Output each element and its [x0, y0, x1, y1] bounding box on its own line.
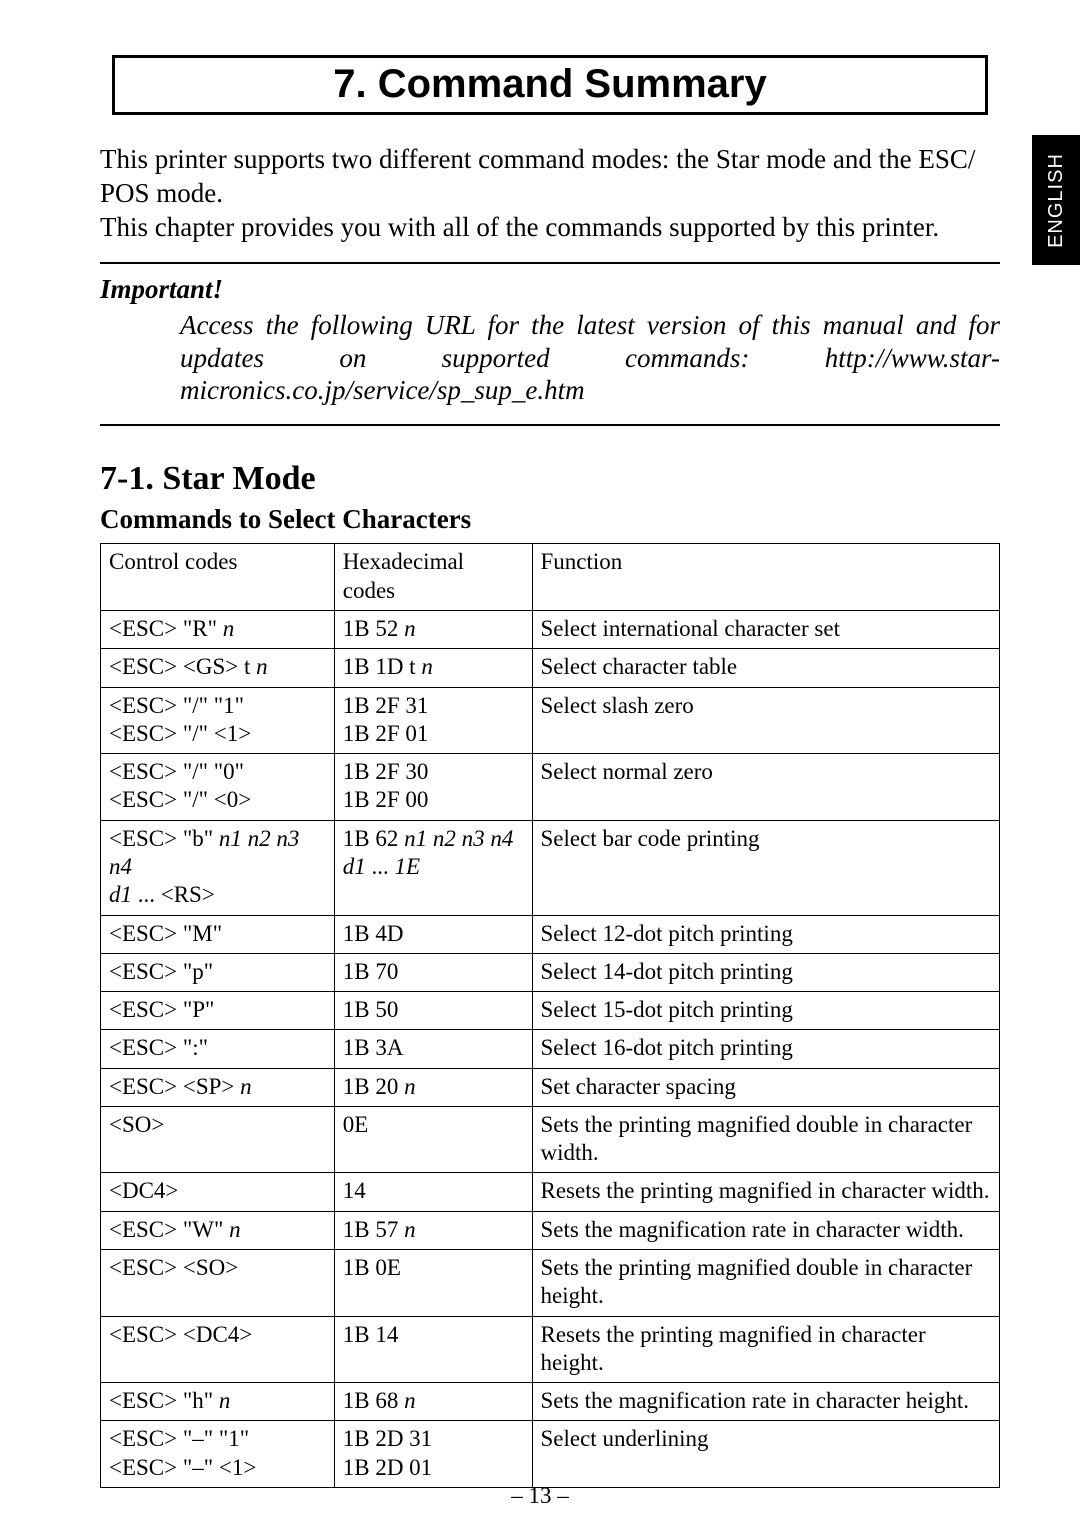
function-cell: Select 14-dot pitch printing — [532, 953, 1000, 991]
control-codes-cell: <ESC> "–" "1"<ESC> "–" <1> — [101, 1421, 335, 1488]
hex-codes-cell: 1B 0E — [334, 1250, 532, 1317]
table-header-row: Control codesHexadecimalcodesFunction — [101, 544, 1000, 611]
hex-codes-cell: 1B 62 n1 n2 n3 n4d1 ... 1E — [334, 820, 532, 915]
hex-codes-cell: 1B 2F 301B 2F 00 — [334, 754, 532, 821]
function-cell: Select character table — [532, 649, 1000, 687]
divider-bottom — [100, 424, 1000, 426]
table-header-cell: Hexadecimalcodes — [334, 544, 532, 611]
control-codes-cell: <DC4> — [101, 1173, 335, 1211]
page-number: – 13 – — [0, 1483, 1080, 1509]
table-header-cell: Control codes — [101, 544, 335, 611]
hex-codes-cell: 1B 20 n — [334, 1068, 532, 1106]
hex-codes-cell: 1B 57 n — [334, 1211, 532, 1249]
control-codes-cell: <ESC> "P" — [101, 992, 335, 1030]
hex-codes-cell: 1B 1D t n — [334, 649, 532, 687]
table-row: <DC4>14Resets the printing magnified in … — [101, 1173, 1000, 1211]
hex-codes-cell: 1B 2F 311B 2F 01 — [334, 687, 532, 754]
table-row: <ESC> "W" n1B 57 nSets the magnification… — [101, 1211, 1000, 1249]
hex-codes-cell: 14 — [334, 1173, 532, 1211]
table-row: <ESC> ":"1B 3ASelect 16-dot pitch printi… — [101, 1030, 1000, 1068]
function-cell: Select bar code printing — [532, 820, 1000, 915]
control-codes-cell: <SO> — [101, 1106, 335, 1173]
divider-top — [100, 262, 1000, 264]
important-label: Important! — [100, 274, 1000, 305]
table-row: <ESC> "M"1B 4DSelect 12-dot pitch printi… — [101, 915, 1000, 953]
table-row: <ESC> <GS> t n1B 1D t nSelect character … — [101, 649, 1000, 687]
hex-codes-cell: 1B 70 — [334, 953, 532, 991]
table-row: <SO>0ESets the printing magnified double… — [101, 1106, 1000, 1173]
table-row: <ESC> <SP> n1B 20 nSet character spacing — [101, 1068, 1000, 1106]
hex-codes-cell: 1B 3A — [334, 1030, 532, 1068]
function-cell: Set character spacing — [532, 1068, 1000, 1106]
hex-codes-cell: 1B 50 — [334, 992, 532, 1030]
control-codes-cell: <ESC> "W" n — [101, 1211, 335, 1249]
chapter-title-box: 7. Command Summary — [112, 55, 988, 115]
function-cell: Sets the magnification rate in character… — [532, 1211, 1000, 1249]
page: ENGLISH 7. Command Summary This printer … — [0, 0, 1080, 1529]
function-cell: Select international character set — [532, 610, 1000, 648]
control-codes-cell: <ESC> "p" — [101, 953, 335, 991]
table-row: <ESC> "b" n1 n2 n3 n4d1 ... <RS>1B 62 n1… — [101, 820, 1000, 915]
commands-table: Control codesHexadecimalcodesFunction<ES… — [100, 543, 1000, 1488]
hex-codes-cell: 1B 14 — [334, 1316, 532, 1383]
intro-paragraph: This printer supports two different comm… — [100, 143, 1000, 244]
intro-line-1: This printer supports two different comm… — [100, 144, 975, 174]
control-codes-cell: <ESC> "R" n — [101, 610, 335, 648]
control-codes-cell: <ESC> <GS> t n — [101, 649, 335, 687]
table-row: <ESC> "p"1B 70Select 14-dot pitch printi… — [101, 953, 1000, 991]
function-cell: Select slash zero — [532, 687, 1000, 754]
function-cell: Sets the printing magnified double in ch… — [532, 1106, 1000, 1173]
table-row: <ESC> <DC4>1B 14Resets the printing magn… — [101, 1316, 1000, 1383]
important-body: Access the following URL for the latest … — [180, 309, 1000, 406]
intro-line-2: POS mode. — [100, 178, 223, 208]
intro-line-3: This chapter provides you with all of th… — [100, 212, 939, 242]
table-row: <ESC> <SO>1B 0ESets the printing magnifi… — [101, 1250, 1000, 1317]
table-row: <ESC> "–" "1"<ESC> "–" <1>1B 2D 311B 2D … — [101, 1421, 1000, 1488]
function-cell: Resets the printing magnified in charact… — [532, 1316, 1000, 1383]
table-row: <ESC> "R" n1B 52 nSelect international c… — [101, 610, 1000, 648]
control-codes-cell: <ESC> ":" — [101, 1030, 335, 1068]
function-cell: Sets the magnification rate in character… — [532, 1383, 1000, 1421]
language-tab-text: ENGLISH — [1045, 153, 1068, 248]
function-cell: Resets the printing magnified in charact… — [532, 1173, 1000, 1211]
control-codes-cell: <ESC> "/" "1"<ESC> "/" <1> — [101, 687, 335, 754]
section-heading: 7-1. Star Mode — [100, 460, 1000, 498]
hex-codes-cell: 1B 4D — [334, 915, 532, 953]
hex-codes-cell: 1B 68 n — [334, 1383, 532, 1421]
table-row: <ESC> "P"1B 50Select 15-dot pitch printi… — [101, 992, 1000, 1030]
hex-codes-cell: 0E — [334, 1106, 532, 1173]
subsection-heading: Commands to Select Characters — [100, 504, 1000, 535]
chapter-title: 7. Command Summary — [333, 62, 766, 106]
control-codes-cell: <ESC> "b" n1 n2 n3 n4d1 ... <RS> — [101, 820, 335, 915]
function-cell: Sets the printing magnified double in ch… — [532, 1250, 1000, 1317]
table-row: <ESC> "h" n1B 68 nSets the magnification… — [101, 1383, 1000, 1421]
function-cell: Select 16-dot pitch printing — [532, 1030, 1000, 1068]
table-row: <ESC> "/" "1"<ESC> "/" <1>1B 2F 311B 2F … — [101, 687, 1000, 754]
control-codes-cell: <ESC> <SO> — [101, 1250, 335, 1317]
function-cell: Select 15-dot pitch printing — [532, 992, 1000, 1030]
control-codes-cell: <ESC> <SP> n — [101, 1068, 335, 1106]
table-header-cell: Function — [532, 544, 1000, 611]
hex-codes-cell: 1B 52 n — [334, 610, 532, 648]
hex-codes-cell: 1B 2D 311B 2D 01 — [334, 1421, 532, 1488]
control-codes-cell: <ESC> <DC4> — [101, 1316, 335, 1383]
function-cell: Select underlining — [532, 1421, 1000, 1488]
language-tab: ENGLISH — [1032, 135, 1080, 265]
control-codes-cell: <ESC> "/" "0"<ESC> "/" <0> — [101, 754, 335, 821]
table-row: <ESC> "/" "0"<ESC> "/" <0>1B 2F 301B 2F … — [101, 754, 1000, 821]
control-codes-cell: <ESC> "h" n — [101, 1383, 335, 1421]
function-cell: Select normal zero — [532, 754, 1000, 821]
function-cell: Select 12-dot pitch printing — [532, 915, 1000, 953]
control-codes-cell: <ESC> "M" — [101, 915, 335, 953]
